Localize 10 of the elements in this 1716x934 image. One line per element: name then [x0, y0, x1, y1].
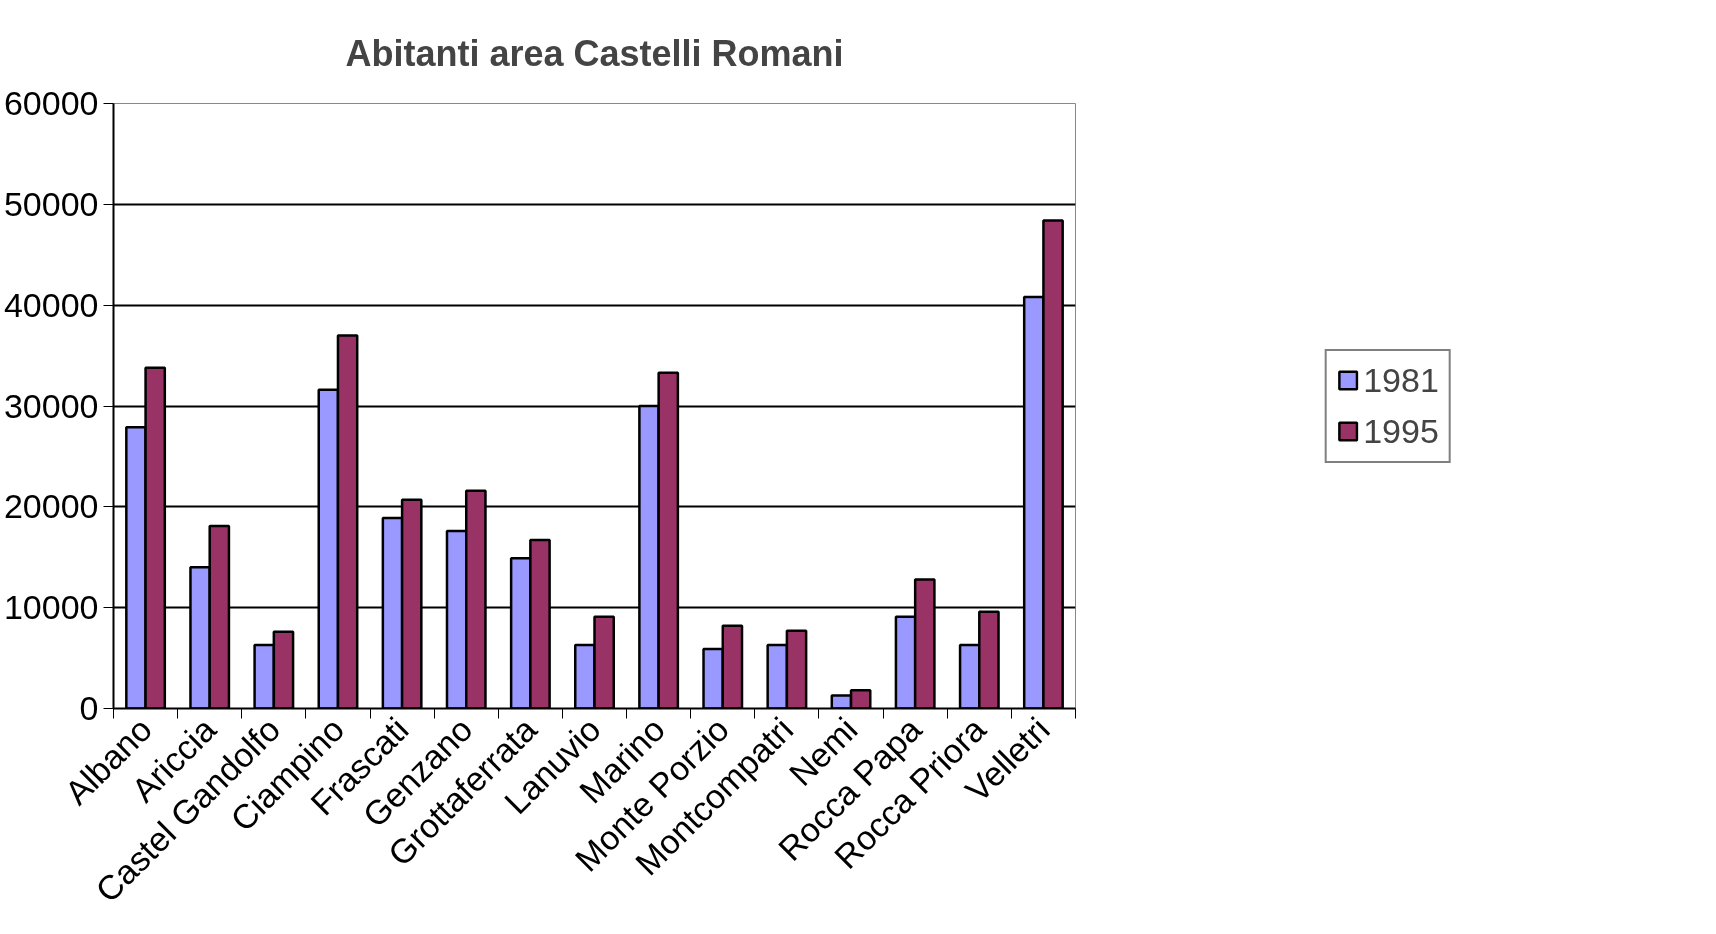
- chart-title: Abitanti area Castelli Romani: [345, 32, 844, 74]
- y-tick-label: 10000: [3, 588, 99, 627]
- y-tick-label: 0: [79, 689, 99, 727]
- legend-label: 1995: [1363, 411, 1439, 451]
- y-tick-label: 40000: [3, 285, 99, 324]
- y-tick-label: 50000: [3, 184, 99, 223]
- legend-label: 1981: [1363, 360, 1439, 400]
- y-tick-label: 60000: [3, 84, 99, 122]
- y-tick-label: 30000: [3, 386, 99, 425]
- y-tick-label: 20000: [3, 487, 99, 526]
